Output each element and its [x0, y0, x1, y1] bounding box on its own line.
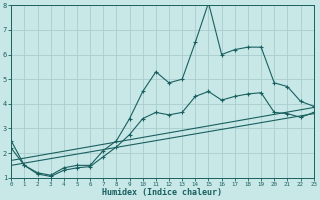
X-axis label: Humidex (Indice chaleur): Humidex (Indice chaleur) [102, 188, 222, 197]
